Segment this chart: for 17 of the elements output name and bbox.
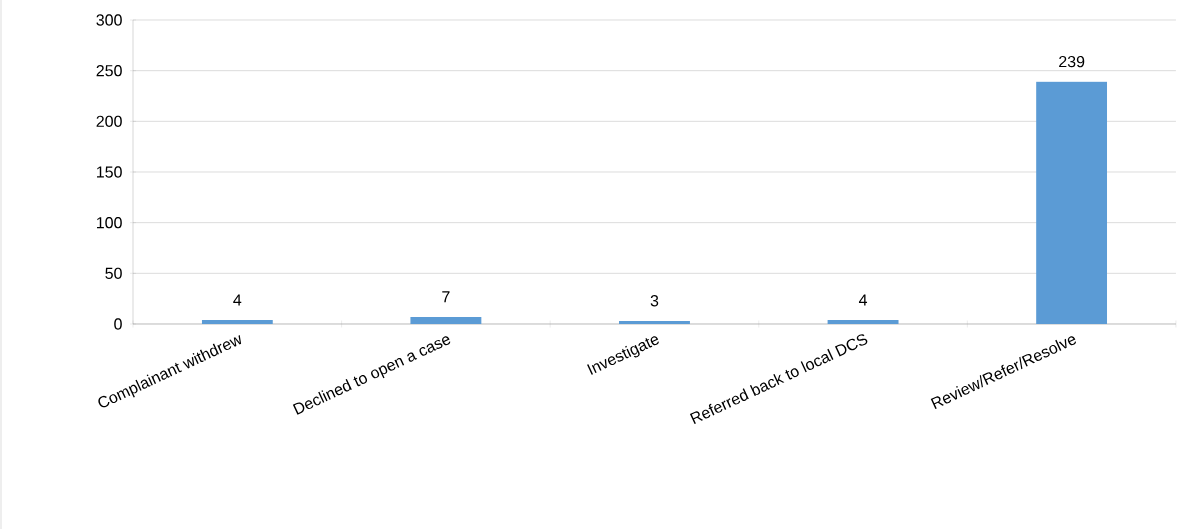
data-label: 4: [858, 294, 868, 306]
data-label: 239: [1059, 55, 1085, 68]
data-label: 4: [233, 294, 242, 306]
bar: [619, 320, 690, 324]
bar: [1036, 81, 1108, 324]
y-tick-label: 150: [97, 166, 122, 178]
y-tick-label: 250: [96, 65, 122, 77]
bar: [410, 316, 482, 324]
y-tick-label: 0: [114, 318, 122, 330]
data-label: 7: [442, 291, 450, 303]
y-tick-label: 100: [97, 217, 122, 229]
y-tick-label: 200: [96, 115, 122, 127]
data-label: 3: [650, 295, 659, 307]
y-tick-label: 300: [96, 14, 122, 26]
bar: [201, 319, 273, 324]
y-tick-label: 50: [105, 267, 122, 279]
bar: [827, 319, 899, 324]
